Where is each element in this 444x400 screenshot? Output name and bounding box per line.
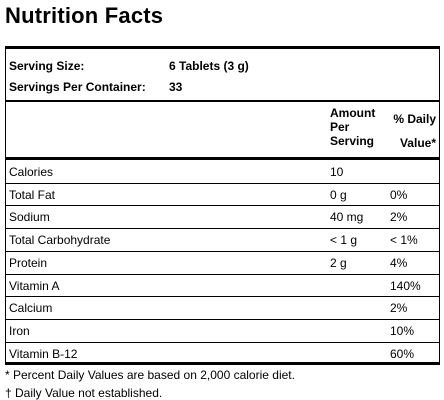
rule	[5, 362, 440, 365]
row-rule	[5, 318, 440, 320]
daily-value: 140%	[390, 278, 421, 293]
amount: 10	[330, 165, 344, 179]
daily-value: < 1%	[390, 233, 418, 248]
row-rule	[5, 205, 440, 207]
row-rule	[5, 250, 440, 252]
daily-value: 10%	[390, 323, 415, 338]
amount: 40 mg	[330, 210, 364, 225]
row-rule	[5, 228, 440, 230]
nutrient-name: Sodium	[9, 210, 50, 225]
amount-header: Serving	[330, 134, 375, 148]
row-rule	[5, 296, 440, 298]
border	[439, 46, 440, 364]
row-rule	[5, 182, 440, 184]
serving-label: Servings Per Container:	[9, 80, 146, 94]
daily-value: 4%	[390, 255, 408, 270]
serving-value: 33	[169, 80, 183, 94]
serving-label: Serving Size:	[9, 59, 85, 73]
nutrient-name: Protein	[9, 255, 48, 270]
amount: < 1 g	[330, 233, 358, 248]
nutrient-name: Vitamin B-12	[9, 346, 78, 361]
nutrient-name: Iron	[9, 323, 30, 338]
title: Nutrition Facts	[5, 3, 164, 28]
amount: 2 g	[330, 255, 347, 270]
rule	[5, 157, 440, 160]
dv-header: Value*	[399, 136, 436, 150]
rule	[5, 46, 440, 49]
footnote: * Percent Daily Values are based on 2,00…	[5, 368, 295, 382]
rule	[5, 100, 440, 102]
nutrient-name: Calories	[9, 165, 54, 179]
nutrient-name: Total Carbohydrate	[9, 233, 111, 248]
nutrient-name: Calcium	[9, 301, 53, 316]
daily-value: 2%	[390, 301, 408, 316]
amount-header: Per	[330, 120, 350, 134]
footnote: † Daily Value not established.	[5, 386, 163, 400]
serving-value: 6 Tablets (3 g)	[169, 59, 249, 73]
dv-header: % Daily	[393, 112, 436, 126]
nutrient-name: Vitamin A	[9, 278, 60, 293]
amount: 0 g	[330, 187, 347, 202]
daily-value: 60%	[390, 346, 415, 361]
row-rule	[5, 273, 440, 275]
amount-header: Amount	[330, 106, 376, 120]
row-rule	[5, 341, 440, 343]
nutrient-name: Total Fat	[9, 187, 56, 202]
daily-value: 0%	[390, 187, 408, 202]
daily-value: 2%	[390, 210, 408, 225]
border	[5, 46, 6, 364]
